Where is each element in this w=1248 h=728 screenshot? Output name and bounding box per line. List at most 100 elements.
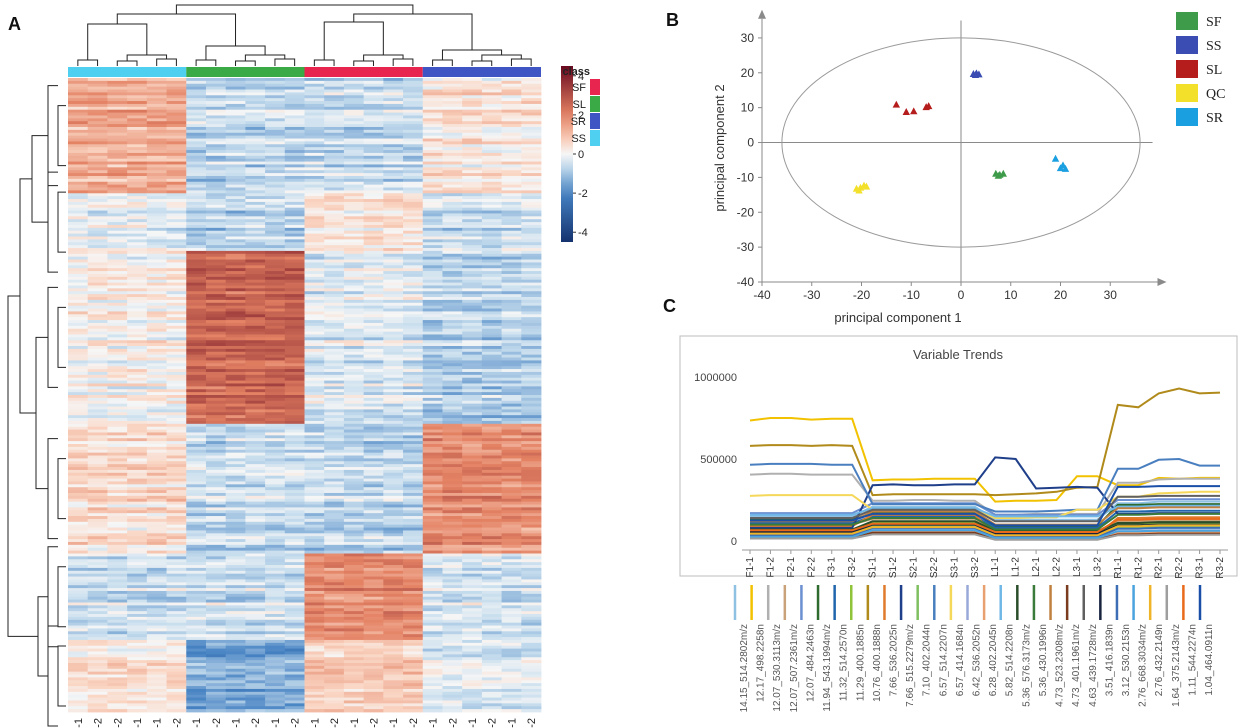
heatmap-cell bbox=[403, 380, 424, 384]
heatmap-cell bbox=[521, 423, 542, 428]
heatmap-cell bbox=[107, 199, 128, 203]
heatmap-cell bbox=[383, 501, 404, 505]
heatmap-cell bbox=[481, 400, 502, 405]
heatmap-cell bbox=[442, 426, 463, 430]
heatmap-cell bbox=[521, 187, 542, 191]
heatmap-cell bbox=[107, 400, 128, 405]
heatmap-cell bbox=[422, 126, 443, 131]
heatmap-cell bbox=[383, 224, 404, 229]
heatmap-cell bbox=[87, 291, 108, 295]
heatmap-cell bbox=[403, 178, 424, 183]
heatmap-cell bbox=[127, 441, 148, 445]
heatmap-cell bbox=[225, 536, 246, 540]
heatmap-cell bbox=[87, 227, 108, 232]
heatmap-cell bbox=[107, 418, 128, 422]
heatmap-cell bbox=[127, 498, 148, 503]
heatmap-cell bbox=[343, 397, 365, 402]
heatmap-cell bbox=[166, 164, 187, 168]
heatmap-cell bbox=[245, 265, 266, 269]
heatmap-cell bbox=[481, 599, 502, 603]
heatmap-cell bbox=[501, 348, 522, 353]
heatmap-cell bbox=[284, 588, 305, 592]
heatmap-cell bbox=[501, 222, 522, 226]
heatmap-cell bbox=[383, 164, 404, 168]
heatmap-cell bbox=[146, 478, 167, 482]
heatmap-cell bbox=[324, 98, 345, 102]
heatmap-cell bbox=[422, 614, 443, 618]
heatmap-cell bbox=[146, 340, 167, 344]
heatmap-cell bbox=[225, 458, 246, 462]
heatmap-cell bbox=[363, 559, 384, 563]
heatmap-cell bbox=[442, 498, 463, 503]
heatmap-cell bbox=[324, 256, 345, 260]
heatmap-cell bbox=[324, 403, 345, 407]
heatmap-cell bbox=[363, 115, 384, 119]
heatmap-cell bbox=[343, 565, 365, 569]
heatmap-cell bbox=[501, 521, 522, 526]
heatmap-cell bbox=[383, 527, 404, 531]
heatmap-cell bbox=[166, 469, 187, 474]
heatmap-cell bbox=[127, 288, 148, 292]
heatmap-cell bbox=[127, 455, 148, 459]
heatmap-cell bbox=[225, 663, 246, 667]
heatmap-cell bbox=[403, 282, 424, 286]
heatmap-cell bbox=[383, 559, 404, 563]
heatmap-cell bbox=[146, 567, 167, 572]
heatmap-cell bbox=[284, 366, 305, 370]
heatmap-cell bbox=[186, 196, 207, 200]
heatmap-cell bbox=[403, 495, 424, 500]
heatmap-cell bbox=[87, 337, 108, 341]
heatmap-cell bbox=[304, 435, 325, 439]
heatmap-cell bbox=[422, 150, 443, 154]
heatmap-cell bbox=[363, 544, 384, 549]
heatmap-cell bbox=[481, 576, 502, 580]
heatmap-cell bbox=[442, 253, 463, 258]
heatmap-cell bbox=[146, 190, 167, 194]
heatmap-cell bbox=[363, 651, 384, 655]
heatmap-cell bbox=[383, 271, 404, 275]
heatmap-cell bbox=[166, 562, 187, 566]
heatmap-cell bbox=[68, 409, 89, 413]
heatmap-cell bbox=[107, 443, 128, 448]
heatmap-cell bbox=[304, 510, 325, 514]
heatmap-cell bbox=[146, 80, 167, 85]
heatmap-cell bbox=[501, 126, 522, 131]
heatmap-cell bbox=[343, 245, 365, 249]
heatmap-cell bbox=[186, 164, 207, 168]
heatmap-cell bbox=[127, 259, 148, 263]
heatmap-cell bbox=[166, 129, 187, 134]
heatmap-cell bbox=[481, 608, 502, 612]
heatmap-cell bbox=[343, 383, 365, 387]
heatmap-cell bbox=[442, 80, 463, 85]
heatmap-cell bbox=[284, 109, 305, 113]
heatmap-cell bbox=[284, 665, 305, 670]
heatmap-cell bbox=[462, 513, 483, 517]
heatmap-cell bbox=[284, 599, 305, 603]
heatmap-cell bbox=[87, 420, 108, 425]
heatmap-cell bbox=[265, 469, 286, 474]
class-bar-sf bbox=[304, 67, 423, 77]
heatmap-cell bbox=[107, 334, 128, 338]
heatmap-cell bbox=[127, 294, 148, 298]
heatmap-cell bbox=[225, 164, 246, 168]
heatmap-cell bbox=[422, 412, 443, 416]
heatmap-cell bbox=[383, 605, 404, 609]
heatmap-cell bbox=[442, 567, 463, 572]
heatmap-cell bbox=[481, 242, 502, 246]
heatmap-cell bbox=[422, 132, 443, 137]
heatmap-cell bbox=[284, 383, 305, 387]
heatmap-cell bbox=[205, 302, 227, 307]
heatmap-cell bbox=[68, 351, 89, 356]
heatmap-cell bbox=[481, 495, 502, 500]
heatmap-cell bbox=[245, 167, 266, 171]
heatmap-cell bbox=[225, 175, 246, 180]
heatmap-cell bbox=[304, 449, 325, 454]
heatmap-cell bbox=[442, 343, 463, 347]
heatmap-cell bbox=[107, 671, 128, 675]
heatmap-cell bbox=[146, 256, 167, 260]
heatmap-cell bbox=[343, 518, 365, 523]
heatmap-cell bbox=[186, 403, 207, 407]
heatmap-cell bbox=[481, 357, 502, 361]
heatmap-cell bbox=[343, 363, 365, 367]
heatmap-cell bbox=[521, 530, 542, 534]
